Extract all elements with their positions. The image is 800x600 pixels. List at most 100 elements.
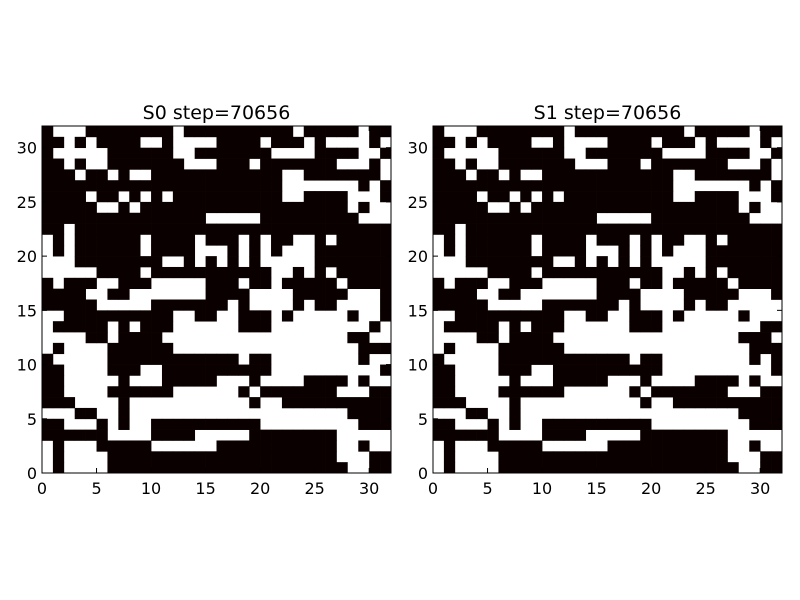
heatmap-cell (651, 223, 663, 235)
heatmap-cell (216, 223, 228, 235)
heatmap-cell (443, 440, 456, 452)
heatmap-cell (249, 364, 261, 376)
heatmap-cell (129, 451, 141, 463)
heatmap-cell (552, 353, 565, 365)
heatmap-cell (140, 256, 152, 268)
heatmap-cell (260, 191, 272, 203)
heatmap-cell (238, 364, 250, 376)
heatmap-cell (716, 212, 728, 224)
heatmap-cell (85, 407, 97, 420)
heatmap-cell (96, 180, 108, 192)
heatmap-cell (552, 158, 565, 170)
heatmap-cell (325, 386, 337, 398)
heatmap-cell (227, 353, 239, 365)
y-tick-label: 5 (27, 410, 37, 429)
heatmap-cell (140, 386, 152, 398)
heatmap-cell (760, 169, 772, 181)
heatmap-cell (433, 191, 445, 203)
heatmap-cell (260, 126, 272, 138)
heatmap-cell (574, 299, 587, 311)
heatmap-cell (238, 310, 250, 322)
heatmap-cell (454, 191, 467, 203)
heatmap-cell (498, 136, 510, 149)
heatmap-cell (705, 169, 717, 181)
heatmap-cell (651, 321, 663, 333)
heatmap-cell (433, 375, 445, 387)
heatmap-cell (303, 158, 316, 170)
heatmap-cell (281, 277, 294, 290)
heatmap-cell (118, 375, 130, 387)
heatmap-cell (542, 191, 554, 203)
subplot-s1-cells (433, 126, 783, 474)
heatmap-cell (161, 462, 174, 474)
heatmap-cell (325, 397, 337, 409)
heatmap-cell (380, 191, 392, 203)
heatmap-cell (129, 212, 141, 224)
heatmap-cell (227, 462, 239, 474)
heatmap-cell (760, 462, 772, 474)
heatmap-cell (96, 245, 108, 257)
heatmap-cell (194, 299, 206, 311)
heatmap-cell (443, 462, 456, 474)
heatmap-cell (183, 451, 196, 463)
heatmap-cell (161, 418, 174, 430)
heatmap-cell (433, 136, 445, 149)
heatmap-cell (249, 169, 261, 181)
heatmap-cell (314, 158, 326, 170)
heatmap-cell (607, 353, 619, 365)
heatmap-cell (433, 397, 445, 409)
heatmap-cell (443, 429, 456, 441)
heatmap-cell (520, 332, 532, 344)
heatmap-cell (596, 256, 608, 268)
heatmap-cell (705, 158, 717, 170)
heatmap-cell (107, 158, 119, 170)
heatmap-cell (118, 277, 130, 290)
x-tick-label: 20 (641, 479, 661, 498)
heatmap-cell (52, 429, 65, 441)
heatmap-cell (683, 397, 696, 409)
heatmap-cell (260, 440, 272, 452)
heatmap-cell (476, 332, 488, 344)
heatmap-cell (161, 386, 174, 398)
heatmap-cell (498, 212, 510, 224)
y-tick-label: 25 (17, 193, 37, 212)
heatmap-cell (161, 321, 174, 333)
heatmap-cell (227, 169, 239, 181)
heatmap-cell (151, 451, 163, 463)
heatmap-cell (216, 288, 228, 300)
heatmap-cell (314, 212, 326, 224)
y-tick-label: 20 (408, 247, 428, 266)
heatmap-cell (271, 136, 283, 149)
heatmap-cell (607, 158, 619, 170)
heatmap-cell (509, 266, 521, 279)
heatmap-cell (42, 158, 54, 170)
heatmap-cell (749, 332, 761, 344)
heatmap-cell (347, 407, 359, 420)
heatmap-cell (596, 418, 608, 430)
heatmap-cell (651, 126, 663, 138)
heatmap-cell (52, 158, 65, 170)
heatmap-cell (531, 158, 543, 170)
heatmap-cell (205, 147, 217, 159)
heatmap-cell (292, 429, 305, 441)
heatmap-cell (683, 158, 696, 170)
heatmap-cell (542, 234, 554, 246)
heatmap-cell (520, 234, 532, 246)
heatmap-cell (498, 158, 510, 170)
heatmap-cell (380, 386, 392, 398)
heatmap-cell (369, 321, 381, 333)
heatmap-cell (542, 223, 554, 235)
heatmap-cell (227, 147, 239, 159)
heatmap-cell (705, 440, 717, 452)
heatmap-cell (476, 245, 488, 257)
heatmap-cell (618, 223, 630, 235)
heatmap-cell (42, 136, 54, 149)
heatmap-cell (292, 440, 305, 452)
heatmap-cell (249, 418, 261, 430)
heatmap-cell (498, 147, 510, 159)
heatmap-cell (509, 256, 521, 268)
heatmap-cell (52, 375, 65, 387)
heatmap-cell (227, 136, 239, 149)
heatmap-cell (771, 353, 783, 365)
heatmap-cell (42, 201, 54, 214)
